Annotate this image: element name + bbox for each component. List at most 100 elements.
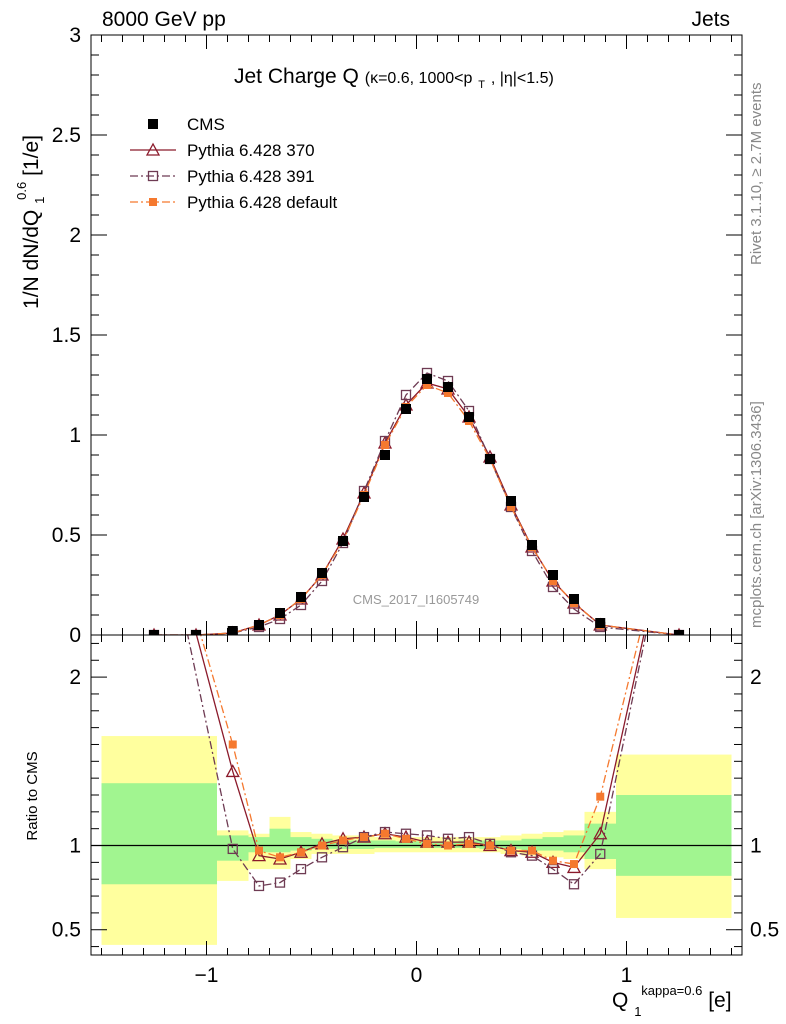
legend-label: Pythia 6.428 370 bbox=[187, 141, 315, 160]
ratio-series-point bbox=[225, 764, 240, 778]
main-series-point bbox=[549, 577, 557, 585]
main-series-point bbox=[527, 540, 537, 550]
ratio-series-point bbox=[318, 841, 326, 850]
main-series-point bbox=[422, 374, 432, 384]
main-series-point bbox=[191, 630, 201, 635]
ratio-series-line bbox=[195, 635, 645, 869]
main-ylabel-sub: 1 bbox=[32, 197, 47, 204]
main-series-point bbox=[423, 381, 431, 389]
ratio-series-line bbox=[187, 635, 647, 887]
ratio-y-tick-label-left: 2 bbox=[69, 666, 81, 689]
ratio-series-point bbox=[255, 846, 263, 855]
ratio-y-tick-label-right: 1 bbox=[750, 835, 762, 858]
legend-label: CMS bbox=[187, 115, 225, 134]
inner-band-bin bbox=[374, 840, 396, 849]
xlabel-unit: [e] bbox=[708, 989, 731, 1012]
ratio-series-point bbox=[276, 853, 284, 862]
ratio-series-point bbox=[570, 860, 578, 869]
main-series-point bbox=[275, 608, 285, 618]
main-series-point bbox=[296, 592, 306, 602]
main-series-point bbox=[227, 626, 238, 635]
main-series-point bbox=[506, 496, 516, 506]
main-series-point bbox=[464, 412, 474, 422]
ratio-series-point bbox=[593, 826, 608, 840]
ratio-series-point bbox=[595, 848, 606, 860]
inner-band-bin bbox=[616, 795, 732, 876]
inner-band-bin bbox=[542, 837, 564, 851]
ratio-series-point bbox=[568, 879, 580, 890]
plot-title-sub: T bbox=[478, 79, 485, 91]
axis-tick-labels: −1 0 1 0 0.5 1 1.5 2 2.5 3 0.5 0.5 1 1 2 2 bbox=[52, 24, 779, 987]
inner-band-bin bbox=[332, 840, 354, 849]
xlabel: Q 1 kappa=0.6 [e] bbox=[612, 977, 732, 1021]
legend-entry: Pythia 6.428 370 bbox=[130, 141, 315, 160]
main-series-point bbox=[674, 630, 684, 635]
ratio-series-point bbox=[465, 839, 473, 848]
legend-entry: Pythia 6.428 391 bbox=[130, 167, 315, 186]
inner-band-bin bbox=[290, 837, 312, 851]
inner-band-bin bbox=[563, 835, 585, 853]
main-series-point bbox=[401, 404, 411, 414]
main-series-point bbox=[548, 570, 558, 580]
axis-ticks bbox=[91, 34, 742, 955]
ratio-y-tick-label-left: 0.5 bbox=[52, 919, 81, 942]
ratio-y-tick-label-left: 1 bbox=[69, 835, 81, 858]
main-series-point bbox=[338, 536, 348, 546]
legend-marker bbox=[147, 170, 159, 182]
main-series-line bbox=[154, 372, 680, 635]
ratio-series-point bbox=[507, 846, 515, 855]
main-series-point bbox=[317, 568, 327, 578]
plot-title-tail: , |η|<1.5) bbox=[491, 70, 554, 87]
legend-entry: CMS bbox=[148, 115, 225, 134]
inner-band-bin bbox=[353, 840, 375, 849]
plot-title: Jet Charge Q (κ=0.6, 1000<p T , |η|<1.5) bbox=[234, 65, 554, 93]
main-y-tick-label: 1.5 bbox=[52, 324, 81, 347]
ratio-series-point bbox=[358, 831, 370, 843]
main-y-tick-label: 1 bbox=[69, 424, 81, 447]
legend-marker bbox=[149, 198, 157, 206]
ratio-series-point bbox=[444, 841, 452, 850]
main-ylabel-unit: [1/e] bbox=[20, 135, 43, 176]
legend-label: Pythia 6.428 391 bbox=[187, 167, 315, 186]
main-series-point bbox=[381, 441, 389, 449]
ratio-series-point bbox=[360, 833, 368, 842]
ratio-series-point bbox=[486, 841, 494, 850]
ratio-series-point bbox=[316, 852, 328, 863]
main-y-tick-label: 3 bbox=[69, 24, 81, 47]
main-ylabel-sup: 0.6 bbox=[14, 182, 29, 200]
mcplots-text: mcplots.cern.ch [arXiv:1306.3436] bbox=[748, 401, 765, 628]
xlabel-sub: 1 bbox=[634, 1004, 641, 1019]
ratio-series-point bbox=[251, 848, 267, 862]
ratio-series-point bbox=[339, 836, 347, 845]
plot-title-detail: (κ=0.6, 1000<p bbox=[365, 70, 473, 87]
main-y-tick-label: 2 bbox=[69, 224, 81, 247]
main-series-point bbox=[254, 620, 264, 630]
inner-band-bin bbox=[521, 838, 543, 851]
ratio-series-point bbox=[227, 843, 238, 855]
main-y-tick-label: 0 bbox=[69, 624, 81, 647]
legend-marker bbox=[148, 119, 158, 129]
main-series-point bbox=[507, 503, 515, 511]
main-y-tick-label: 0.5 bbox=[52, 524, 81, 547]
main-series-point bbox=[569, 594, 579, 604]
ratio-series-point bbox=[253, 880, 265, 892]
x-tick-label: 1 bbox=[621, 964, 633, 987]
main-ylabel: 1/N dN/dQ 1 0.6 [1/e] bbox=[8, 135, 49, 309]
inner-band-bin bbox=[269, 828, 291, 853]
main-series-point bbox=[359, 492, 369, 502]
inner-band-bin bbox=[101, 783, 217, 885]
xlabel-text: Q bbox=[612, 989, 628, 1012]
legend: CMS Pythia 6.428 370 Pythia 6.428 391 Pythi… bbox=[130, 115, 338, 212]
inner-band-bin bbox=[395, 841, 417, 849]
header-right: Jets bbox=[691, 8, 730, 31]
main-series-point bbox=[595, 618, 606, 628]
ratio-series-point bbox=[402, 834, 410, 843]
main-series-point bbox=[380, 450, 390, 460]
uncertainty-bands bbox=[101, 736, 732, 945]
ratio-y-tick-label-right: 0.5 bbox=[750, 919, 779, 942]
ratio-series-point bbox=[274, 877, 286, 888]
x-tick-label: −1 bbox=[195, 964, 219, 987]
ratio-series-point bbox=[528, 846, 536, 855]
legend-entry: Pythia 6.428 default bbox=[130, 193, 338, 212]
